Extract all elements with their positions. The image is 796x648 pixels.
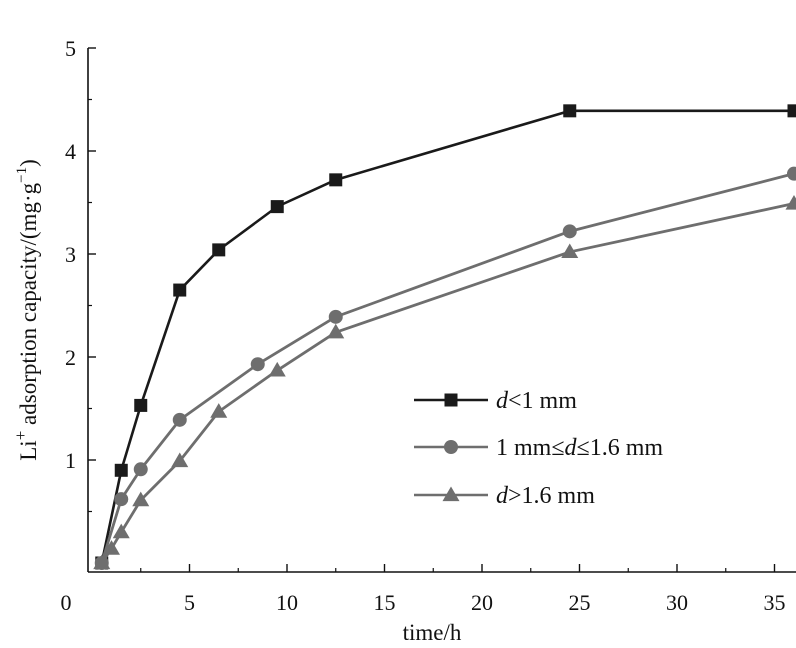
data-point-triangle	[103, 540, 120, 555]
legend-label: d<1 mm	[496, 388, 577, 414]
legend-label-part: 1 mm≤	[496, 435, 565, 461]
legend-label-part: d	[496, 483, 509, 509]
data-point-circle	[562, 224, 577, 239]
legend: d<1 mm1 mm≤d≤1.6 mmd>1.6 mm	[414, 388, 663, 509]
data-point-square	[329, 173, 343, 187]
data-point-triangle	[327, 323, 345, 339]
data-point-circle	[114, 492, 129, 507]
y-tick-label: 5	[65, 36, 76, 61]
x-tick-label: 30	[666, 590, 688, 615]
series-triangle	[93, 195, 796, 570]
x-tick-label: 5	[184, 590, 195, 615]
data-point-triangle	[210, 403, 228, 418]
data-point-triangle	[785, 195, 796, 210]
y-axis-title-superscript: +	[11, 431, 30, 441]
data-point-triangle	[93, 554, 111, 570]
series-line	[100, 202, 795, 564]
x-tick-label: 35	[764, 590, 786, 615]
axes: 0 5 10 15 20 25 30 35 1 2 3 4 5	[61, 36, 796, 615]
legend-label-part: >1.6 mm	[508, 483, 595, 509]
y-tick-label: 1	[65, 448, 76, 473]
x-axis-title: time/h	[403, 620, 462, 645]
data-point-triangle	[561, 243, 579, 259]
y-axis-title-base: Li	[16, 440, 41, 460]
data-point-circle	[250, 357, 265, 372]
x-tick-label: 0	[61, 590, 72, 615]
data-point-circle	[172, 412, 187, 427]
legend-label-part: ≤1.6 mm	[577, 435, 664, 461]
data-point-square	[212, 243, 226, 257]
data-point-square	[134, 398, 148, 412]
x-tick-label: 10	[276, 590, 298, 615]
data-point-triangle	[132, 491, 150, 507]
legend-label-part: d	[565, 435, 578, 461]
data-point-triangle	[112, 523, 130, 539]
data-point-triangle	[268, 361, 286, 377]
data-point-square	[563, 104, 577, 118]
legend-label-part: d	[496, 388, 509, 414]
data-point-square	[114, 463, 128, 477]
x-tick-label: 15	[374, 590, 396, 615]
y-axis-title-text: adsorption capacity/(mg·g	[16, 182, 41, 430]
data-point-circle	[328, 309, 343, 324]
legend-marker-circle	[444, 440, 458, 454]
legend-marker-triangle	[442, 486, 460, 502]
data-point-square	[787, 104, 796, 118]
y-tick-label: 2	[65, 345, 76, 370]
data-point-circle	[787, 166, 796, 181]
y-tick-label: 3	[65, 242, 76, 267]
series-circle	[94, 166, 796, 570]
legend-label: d>1.6 mm	[496, 483, 595, 509]
data-point-triangle	[171, 452, 189, 468]
data-point-square	[270, 200, 284, 214]
series-square	[95, 104, 796, 570]
y-axis-title-close: )	[16, 159, 41, 167]
legend-label: 1 mm≤d≤1.6 mm	[496, 435, 663, 461]
x-tick-label: 25	[569, 590, 591, 615]
legend-label-part: <1 mm	[508, 388, 577, 414]
data-point-circle	[133, 462, 148, 477]
data-point-square	[173, 283, 187, 297]
series-line	[100, 172, 795, 564]
x-tick-label: 20	[471, 590, 493, 615]
y-tick-label: 4	[65, 139, 76, 164]
y-axis-title: Li+ adsorption capacity/(mg·g−1)	[11, 159, 41, 461]
legend-marker-square	[444, 393, 458, 407]
y-axis-title-exponent: −1	[14, 167, 30, 183]
